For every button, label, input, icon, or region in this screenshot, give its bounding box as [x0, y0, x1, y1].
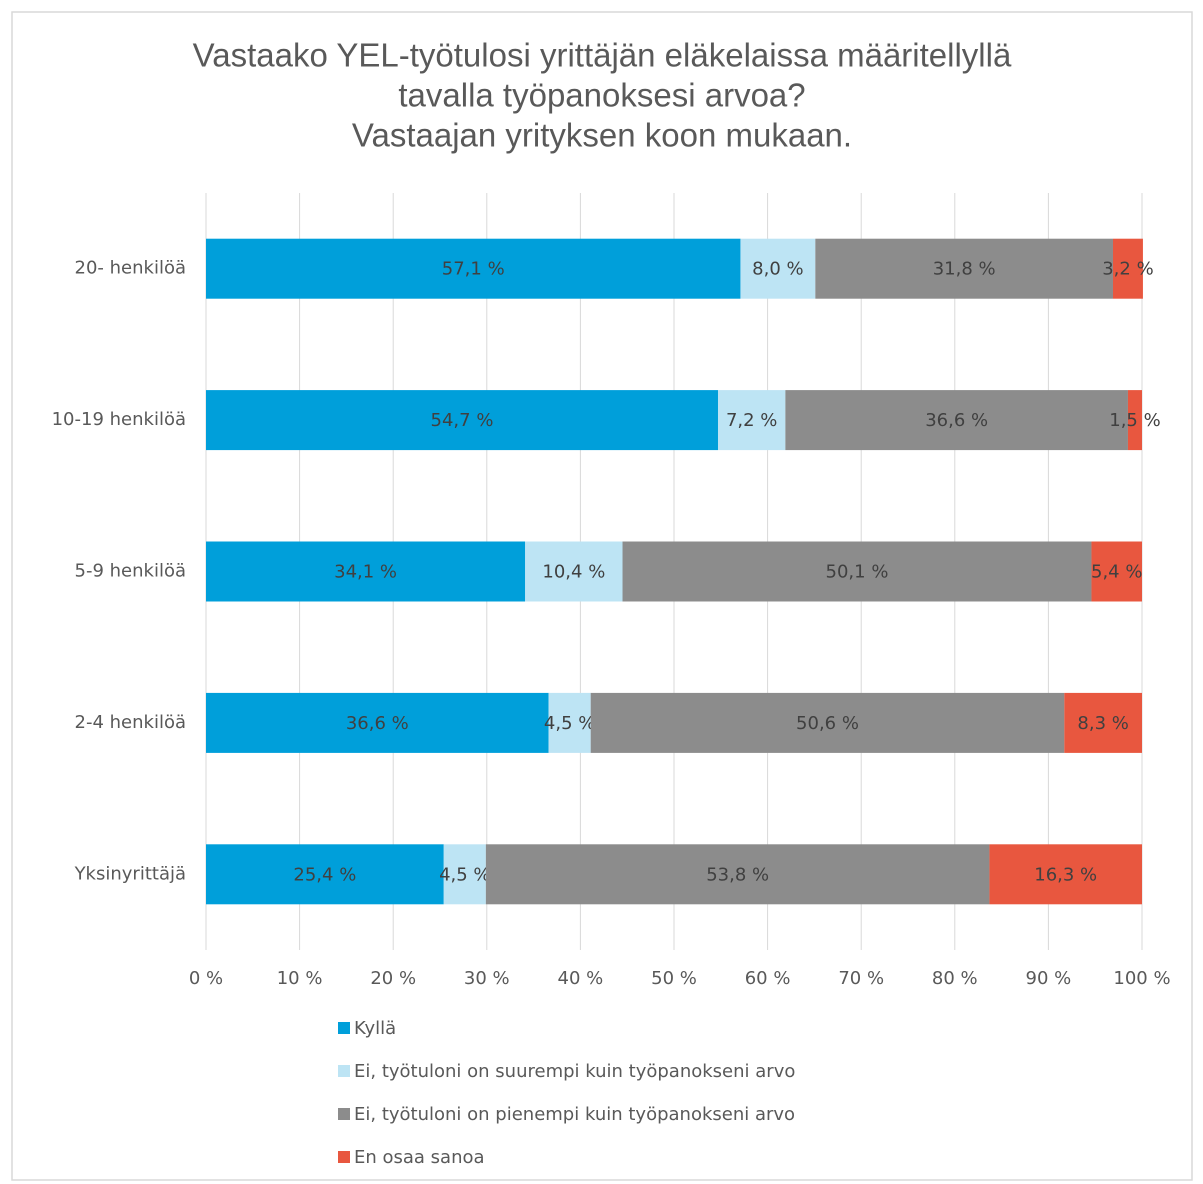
bar-segment	[548, 692, 591, 753]
chart-title: tavalla työpanoksesi arvoa?	[398, 77, 805, 114]
x-tick-label: 0 %	[189, 968, 223, 989]
data-label: 8,3 %	[1077, 713, 1128, 734]
legend-swatch	[338, 1108, 350, 1120]
x-tick-label: 80 %	[932, 968, 978, 989]
x-tick-label: 20 %	[370, 968, 416, 989]
bar-segment	[815, 238, 1113, 299]
bar-segment	[622, 541, 1092, 602]
chart-title: Vastaajan yrityksen koon mukaan.	[352, 117, 852, 154]
legend-swatch	[338, 1151, 350, 1163]
data-label: 50,6 %	[796, 713, 859, 734]
data-label: 16,3 %	[1034, 864, 1097, 885]
y-tick-label: 5-9 henkilöä	[75, 561, 186, 582]
bar-segment	[740, 238, 816, 299]
chart-title: Vastaako YEL-työtulosi yrittäjän eläkela…	[193, 37, 1012, 74]
y-tick-label: 2-4 henkilöä	[75, 712, 186, 733]
legend-label: Ei, työtuloni on suurempi kuin työpanoks…	[354, 1061, 795, 1082]
bar-segment	[1112, 238, 1143, 299]
data-label: 36,6 %	[925, 410, 988, 431]
x-tick-label: 60 %	[745, 968, 791, 989]
bar-segment	[525, 541, 623, 602]
y-tick-label: 10-19 henkilöä	[52, 409, 186, 430]
bar-segment	[717, 390, 786, 451]
data-label: 57,1 %	[442, 259, 505, 280]
x-tick-label: 30 %	[464, 968, 510, 989]
data-label: 4,5 %	[439, 864, 490, 885]
data-label: 25,4 %	[293, 864, 356, 885]
legend-label: En osaa sanoa	[354, 1147, 485, 1168]
y-tick-label: 20- henkilöä	[75, 258, 186, 279]
data-label: 5,4 %	[1091, 562, 1142, 583]
bar-segment	[485, 844, 990, 905]
x-tick-label: 40 %	[558, 968, 604, 989]
data-label: 7,2 %	[726, 410, 777, 431]
legend-swatch	[338, 1065, 350, 1077]
bar-segment	[590, 692, 1065, 753]
bar-segment	[443, 844, 486, 905]
bar-segment	[206, 692, 549, 753]
data-label: 3,2 %	[1102, 259, 1153, 280]
data-label: 1,5 %	[1109, 410, 1160, 431]
bar-segment	[206, 541, 526, 602]
x-tick-label: 50 %	[651, 968, 697, 989]
legend-label: Kyllä	[354, 1018, 396, 1039]
bar-segment	[1127, 390, 1142, 451]
data-label: 4,5 %	[544, 713, 595, 734]
data-label: 34,1 %	[334, 562, 397, 583]
bar-segment	[206, 844, 444, 905]
data-label: 50,1 %	[826, 562, 889, 583]
data-label: 31,8 %	[933, 259, 996, 280]
bar-segment	[1091, 541, 1142, 602]
x-tick-label: 10 %	[277, 968, 323, 989]
x-tick-label: 90 %	[1026, 968, 1072, 989]
data-label: 36,6 %	[346, 713, 409, 734]
bar-segment	[1064, 692, 1142, 753]
legend-label: Ei, työtuloni on pienempi kuin työpanoks…	[354, 1104, 795, 1125]
data-label: 53,8 %	[706, 864, 769, 885]
x-tick-label: 100 %	[1113, 968, 1170, 989]
bar-segment	[206, 238, 741, 299]
x-tick-label: 70 %	[838, 968, 884, 989]
bar-segment	[206, 390, 718, 451]
legend-swatch	[338, 1022, 350, 1034]
data-label: 54,7 %	[431, 410, 494, 431]
bar-segment	[785, 390, 1128, 451]
y-tick-label: Yksinyrittäjä	[74, 863, 186, 884]
data-label: 10,4 %	[542, 562, 605, 583]
bar-segment	[989, 844, 1142, 905]
data-label: 8,0 %	[752, 259, 803, 280]
